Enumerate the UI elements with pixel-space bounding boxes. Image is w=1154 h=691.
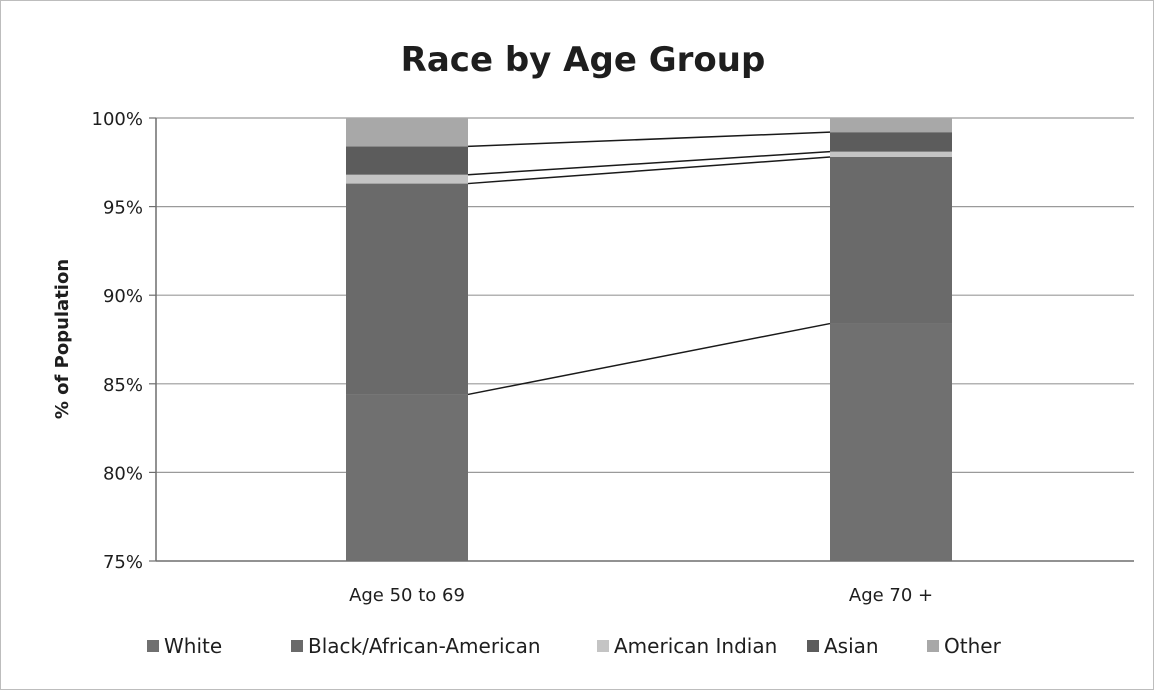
legend[interactable]: White Black/African-American American Indi… bbox=[147, 634, 1002, 658]
legend-label: Asian bbox=[824, 634, 879, 658]
legend-swatch bbox=[147, 640, 159, 652]
legend-label: American Indian bbox=[614, 634, 777, 658]
x-category-label: Age 70 + bbox=[849, 585, 933, 606]
bar-segment-white bbox=[830, 323, 952, 561]
axes bbox=[155, 118, 1134, 562]
series-line bbox=[467, 156, 831, 185]
legend-swatch bbox=[927, 640, 939, 652]
legend-label: Other bbox=[944, 634, 1002, 658]
bar-segment-american-indian bbox=[346, 174, 468, 184]
legend-item[interactable]: White bbox=[147, 634, 222, 658]
y-tick-label: 95% bbox=[103, 198, 143, 219]
bar-segment-black-african-american bbox=[830, 156, 952, 324]
bar-segment-asian bbox=[346, 146, 468, 175]
bar-segment-other bbox=[346, 118, 468, 147]
gridlines bbox=[156, 117, 1134, 473]
legend-item[interactable]: Black/African-American bbox=[291, 634, 541, 658]
tick-labels: 75% 80% 85% 90% 95% 100% Age 50 to 69 Age 70 + bbox=[92, 109, 934, 606]
x-category-label: Age 50 to 69 bbox=[349, 585, 465, 606]
legend-item[interactable]: American Indian bbox=[597, 634, 777, 658]
legend-item[interactable]: Asian bbox=[807, 634, 879, 658]
bar-segment-asian bbox=[830, 132, 952, 152]
legend-swatch bbox=[807, 640, 819, 652]
chart-title: Race by Age Group bbox=[401, 40, 766, 80]
series-line bbox=[467, 150, 831, 176]
legend-label: White bbox=[164, 634, 222, 658]
y-axis-label: % of Population bbox=[52, 259, 73, 419]
y-tick-label: 90% bbox=[103, 286, 143, 307]
series-line bbox=[467, 322, 831, 396]
legend-swatch bbox=[291, 640, 303, 652]
series-lines bbox=[467, 131, 831, 396]
legend-item[interactable]: Other bbox=[927, 634, 1002, 658]
bar-segment-white bbox=[346, 394, 468, 561]
legend-label: Black/African-American bbox=[308, 634, 541, 658]
series-line bbox=[467, 131, 831, 148]
legend-swatch bbox=[597, 640, 609, 652]
bars bbox=[346, 118, 952, 561]
y-tick-label: 75% bbox=[103, 552, 143, 573]
y-tick-label: 100% bbox=[92, 109, 143, 130]
y-tick-label: 85% bbox=[103, 375, 143, 396]
bar-segment-american-indian bbox=[830, 151, 952, 157]
y-tick-label: 80% bbox=[103, 463, 143, 484]
bar-segment-black-african-american bbox=[346, 183, 468, 395]
bar-segment-other bbox=[830, 118, 952, 133]
